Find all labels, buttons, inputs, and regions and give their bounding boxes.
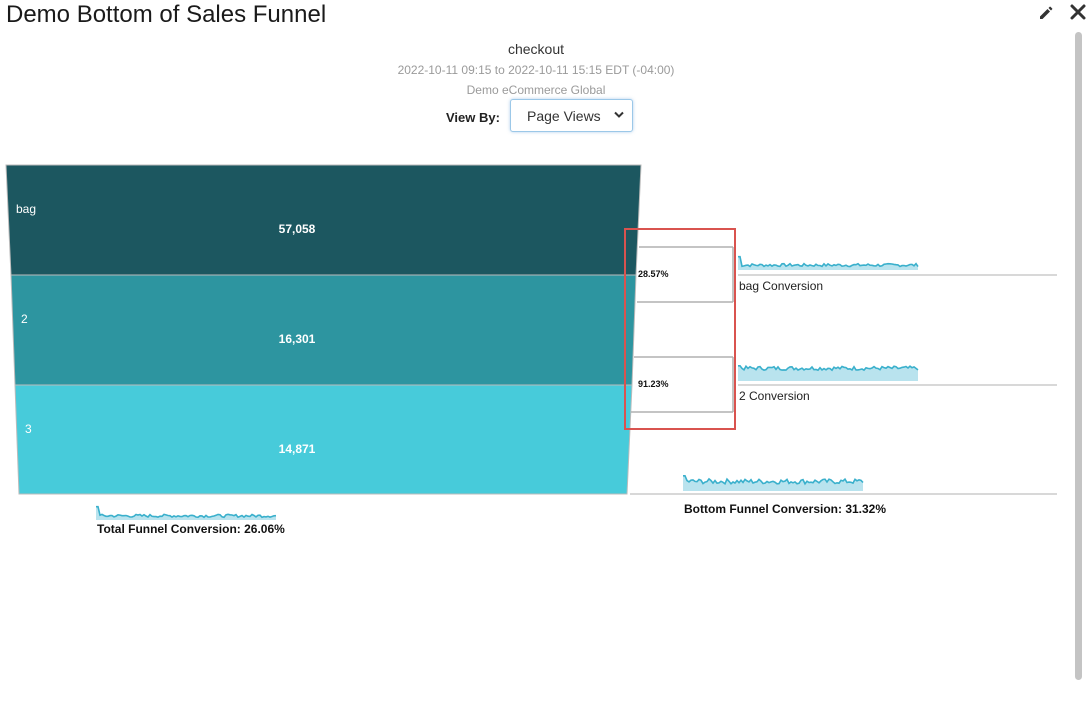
date-range: 2022-10-11 09:15 to 2022-10-11 15:15 EDT…: [397, 63, 675, 77]
conversion-bracket-2: [631, 356, 734, 413]
funnel-stage-3[interactable]: [14, 384, 633, 495]
step-conversion-label: bag Conversion: [739, 279, 823, 293]
bottom-funnel-conversion: Bottom Funnel Conversion: 31.32%: [684, 502, 886, 516]
highlight-box: [624, 228, 736, 430]
2-conversion-sparkline: [738, 364, 919, 381]
view-by-select[interactable]: Page Views: [510, 99, 633, 132]
total-funnel-conversion: Total Funnel Conversion: 26.06%: [97, 522, 285, 536]
step-conversion-percent: 91.23%: [638, 379, 669, 389]
view-by-label: View By:: [446, 110, 500, 125]
funnel-stage-value: 14,871: [279, 442, 316, 456]
step-conversion-percent: 28.57%: [638, 269, 669, 279]
funnel-chart: bag 57,058 2 16,301 3 14,871 28.57% 91.2…: [5, 164, 1057, 536]
step-conversion-label: 2 Conversion: [739, 389, 810, 403]
funnel-stage-label: 3: [25, 422, 32, 436]
sparkline-area: [738, 256, 918, 270]
sparkline-line: [738, 364, 919, 372]
report-subtitle: checkout: [507, 41, 565, 57]
chevron-down-icon: [614, 111, 624, 118]
funnel-stage-value: 57,058: [279, 222, 316, 236]
sparkline-area: [738, 365, 918, 381]
funnel-stage-2[interactable]: [10, 274, 637, 386]
account-name: Demo eCommerce Global: [466, 83, 606, 97]
sparkline-line: [683, 475, 864, 486]
funnel-stage-bag[interactable]: [5, 164, 642, 276]
sparkline-area: [683, 475, 863, 491]
bottom-conversion-sparkline: [683, 475, 864, 491]
sparkline-area: [96, 506, 276, 520]
funnel-stage-value: 16,301: [279, 332, 316, 346]
scrollbar-thumb[interactable]: [1075, 32, 1082, 680]
sparkline-line: [96, 505, 277, 519]
bag-conversion-sparkline: [738, 255, 919, 270]
total-conversion-sparkline: [96, 505, 277, 520]
pencil-icon[interactable]: [1038, 5, 1054, 21]
view-by-selected-value: Page Views: [527, 108, 601, 124]
funnel-stage-label: bag: [16, 202, 36, 216]
funnel-stage-label: 2: [21, 312, 28, 326]
conversion-bracket-1: [637, 246, 734, 303]
page-title: Demo Bottom of Sales Funnel: [6, 1, 327, 28]
sparkline-line: [738, 255, 919, 268]
close-icon[interactable]: [1069, 3, 1087, 21]
